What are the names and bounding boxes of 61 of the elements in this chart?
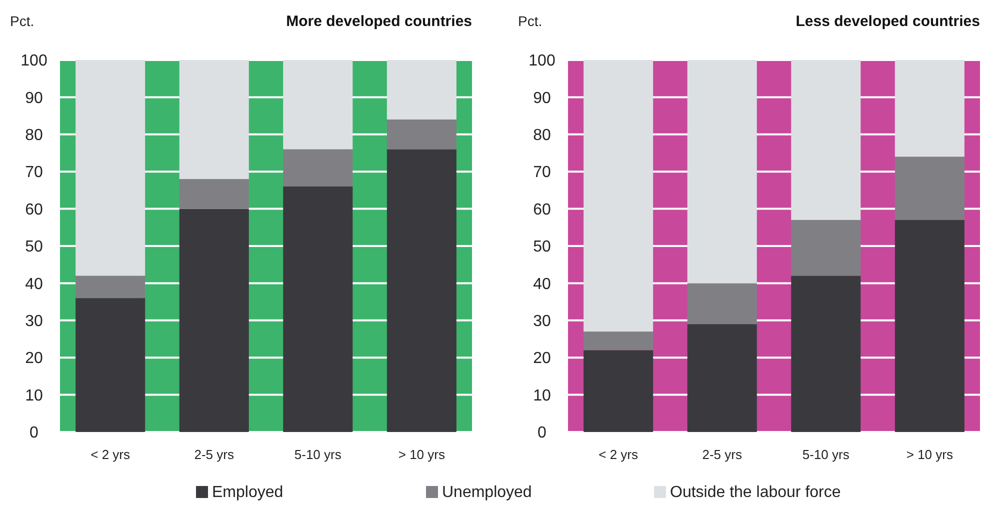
y-tick-label: 60 [533, 201, 551, 218]
bar [584, 350, 654, 432]
y-axis-title: Pct. [10, 13, 34, 29]
bar [894, 220, 964, 432]
x-tick-label: 5-10 yrs [294, 447, 342, 462]
y-tick-label: 100 [528, 52, 556, 70]
bar [791, 60, 861, 220]
y-tick-label: 0 [30, 424, 39, 442]
bar [76, 298, 146, 432]
bar [584, 332, 654, 350]
bar [386, 120, 456, 150]
bar [283, 60, 353, 150]
x-tick-label: < 2 yrs [598, 447, 639, 462]
x-tick-label: 2-5 yrs [702, 447, 742, 462]
bar [687, 283, 757, 324]
legend-label: Outside the labour force [670, 484, 841, 501]
y-tick-label: 50 [25, 238, 43, 256]
bar [179, 60, 249, 180]
bar [179, 179, 249, 209]
y-tick-label: 0 [538, 424, 547, 442]
bar [687, 60, 757, 284]
bar [283, 186, 353, 432]
x-tick-label: 5-10 yrs [802, 447, 850, 462]
bar [791, 276, 861, 432]
y-tick-label: 100 [20, 52, 48, 70]
x-tick-label: > 10 yrs [398, 447, 446, 462]
bar [283, 149, 353, 186]
y-axis-title: Pct. [518, 13, 542, 29]
y-tick-label: 30 [533, 313, 551, 330]
legend-label: Employed [212, 484, 284, 501]
y-tick-label: 70 [25, 164, 43, 182]
bar [76, 60, 146, 276]
y-tick-label: 30 [25, 313, 43, 330]
chart-title: Less developed countries [796, 13, 980, 30]
y-tick-label: 40 [533, 276, 551, 293]
chart-title: More developed countries [286, 13, 472, 30]
bar [179, 208, 249, 432]
y-tick-label: 20 [533, 350, 551, 368]
y-tick-label: 10 [25, 387, 43, 404]
y-tick-label: 70 [533, 164, 551, 182]
y-tick-label: 80 [533, 127, 551, 144]
y-tick-label: 90 [533, 90, 551, 107]
legend-label: Unemployed [442, 484, 532, 501]
y-tick-label: 50 [533, 238, 551, 256]
y-tick-label: 80 [25, 127, 43, 144]
bar [584, 60, 654, 332]
bar [894, 156, 964, 220]
x-tick-label: > 10 yrs [906, 447, 954, 462]
x-tick-label: < 2 yrs [90, 447, 131, 462]
bar [386, 149, 456, 432]
x-tick-label: 2-5 yrs [194, 447, 234, 462]
y-tick-label: 90 [25, 90, 43, 107]
y-tick-label: 60 [25, 201, 43, 218]
bar [76, 276, 146, 298]
bar [894, 60, 964, 157]
y-tick-label: 20 [25, 350, 43, 368]
y-tick-label: 10 [533, 387, 551, 404]
y-tick-label: 40 [25, 276, 43, 293]
bar [386, 60, 456, 120]
bar [791, 220, 861, 276]
bar [687, 324, 757, 432]
